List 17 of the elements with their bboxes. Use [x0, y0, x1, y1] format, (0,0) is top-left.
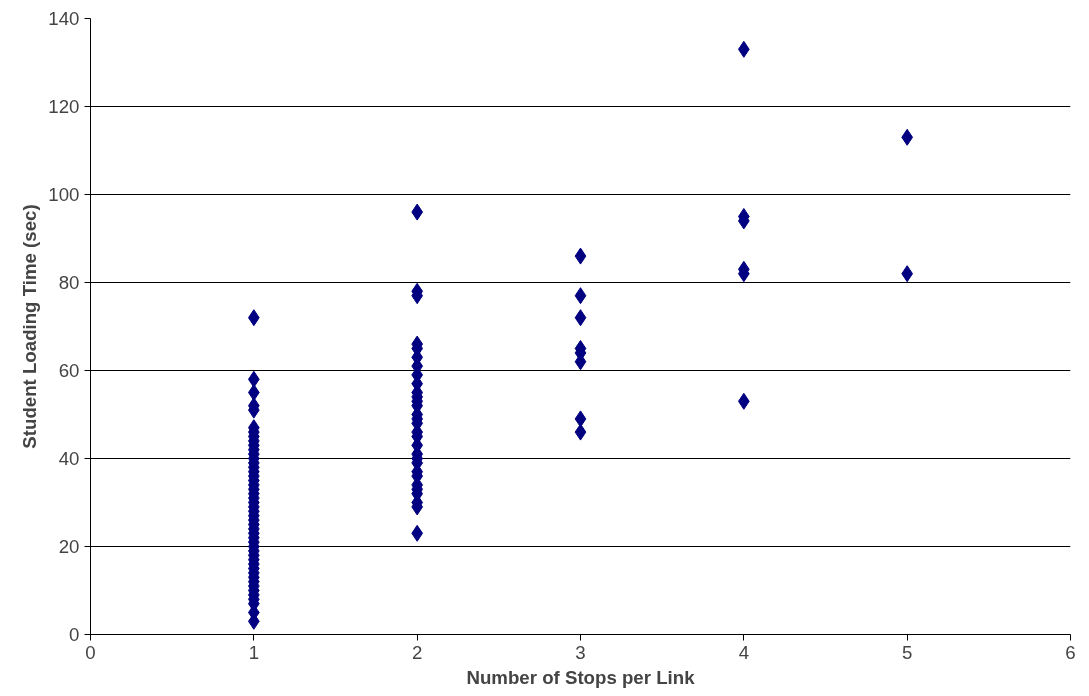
y-tick-label: 20 — [58, 536, 80, 557]
x-tick-label: 6 — [1065, 641, 1076, 663]
x-tick-label: 2 — [411, 641, 423, 663]
y-tick-label: 100 — [48, 184, 80, 205]
x-tick-label: 4 — [738, 641, 750, 663]
x-tick-label: 0 — [85, 641, 96, 663]
y-tick-label: 60 — [58, 360, 80, 381]
y-tick-label: 0 — [69, 624, 80, 645]
x-tick-label: 3 — [575, 641, 586, 663]
y-tick-label: 80 — [58, 272, 80, 293]
x-tick-label: 1 — [248, 641, 260, 663]
y-axis-title: Student Loading Time (sec) — [19, 204, 41, 449]
x-tick-label: 5 — [901, 641, 913, 663]
x-axis-title: Number of Stops per Link — [466, 666, 696, 688]
y-tick-label: 140 — [48, 8, 80, 29]
y-tick-label: 120 — [48, 96, 80, 117]
y-tick-label: 40 — [58, 448, 80, 469]
